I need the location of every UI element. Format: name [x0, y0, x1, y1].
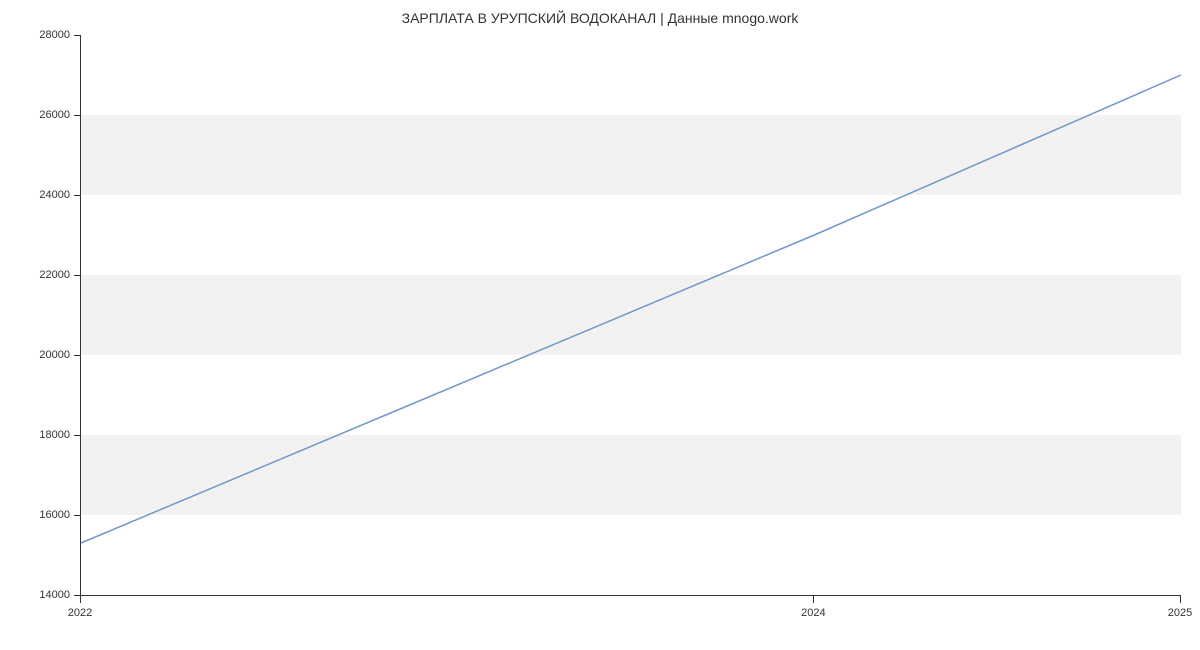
y-tick-label: 22000 [30, 269, 70, 281]
line-series-svg [81, 35, 1181, 595]
chart-title: ЗАРПЛАТА В УРУПСКИЙ ВОДОКАНАЛ | Данные m… [0, 10, 1200, 26]
y-tick-label: 24000 [30, 189, 70, 201]
y-tick-mark [74, 115, 80, 116]
y-tick-label: 26000 [30, 109, 70, 121]
y-tick-mark [74, 195, 80, 196]
y-tick-mark [74, 515, 80, 516]
chart-container: ЗАРПЛАТА В УРУПСКИЙ ВОДОКАНАЛ | Данные m… [0, 0, 1200, 650]
y-tick-mark [74, 355, 80, 356]
plot-area [80, 35, 1181, 596]
x-tick-mark [1180, 595, 1181, 603]
x-tick-label: 2022 [68, 607, 92, 619]
y-tick-mark [74, 275, 80, 276]
y-tick-label: 28000 [30, 29, 70, 41]
x-tick-label: 2025 [1168, 607, 1192, 619]
x-tick-mark [80, 595, 81, 603]
y-tick-label: 16000 [30, 509, 70, 521]
y-tick-label: 20000 [30, 349, 70, 361]
x-tick-label: 2024 [801, 607, 825, 619]
y-tick-mark [74, 435, 80, 436]
line-salary [81, 75, 1181, 543]
y-tick-mark [74, 35, 80, 36]
x-tick-mark [813, 595, 814, 603]
y-tick-label: 18000 [30, 429, 70, 441]
y-tick-label: 14000 [30, 589, 70, 601]
